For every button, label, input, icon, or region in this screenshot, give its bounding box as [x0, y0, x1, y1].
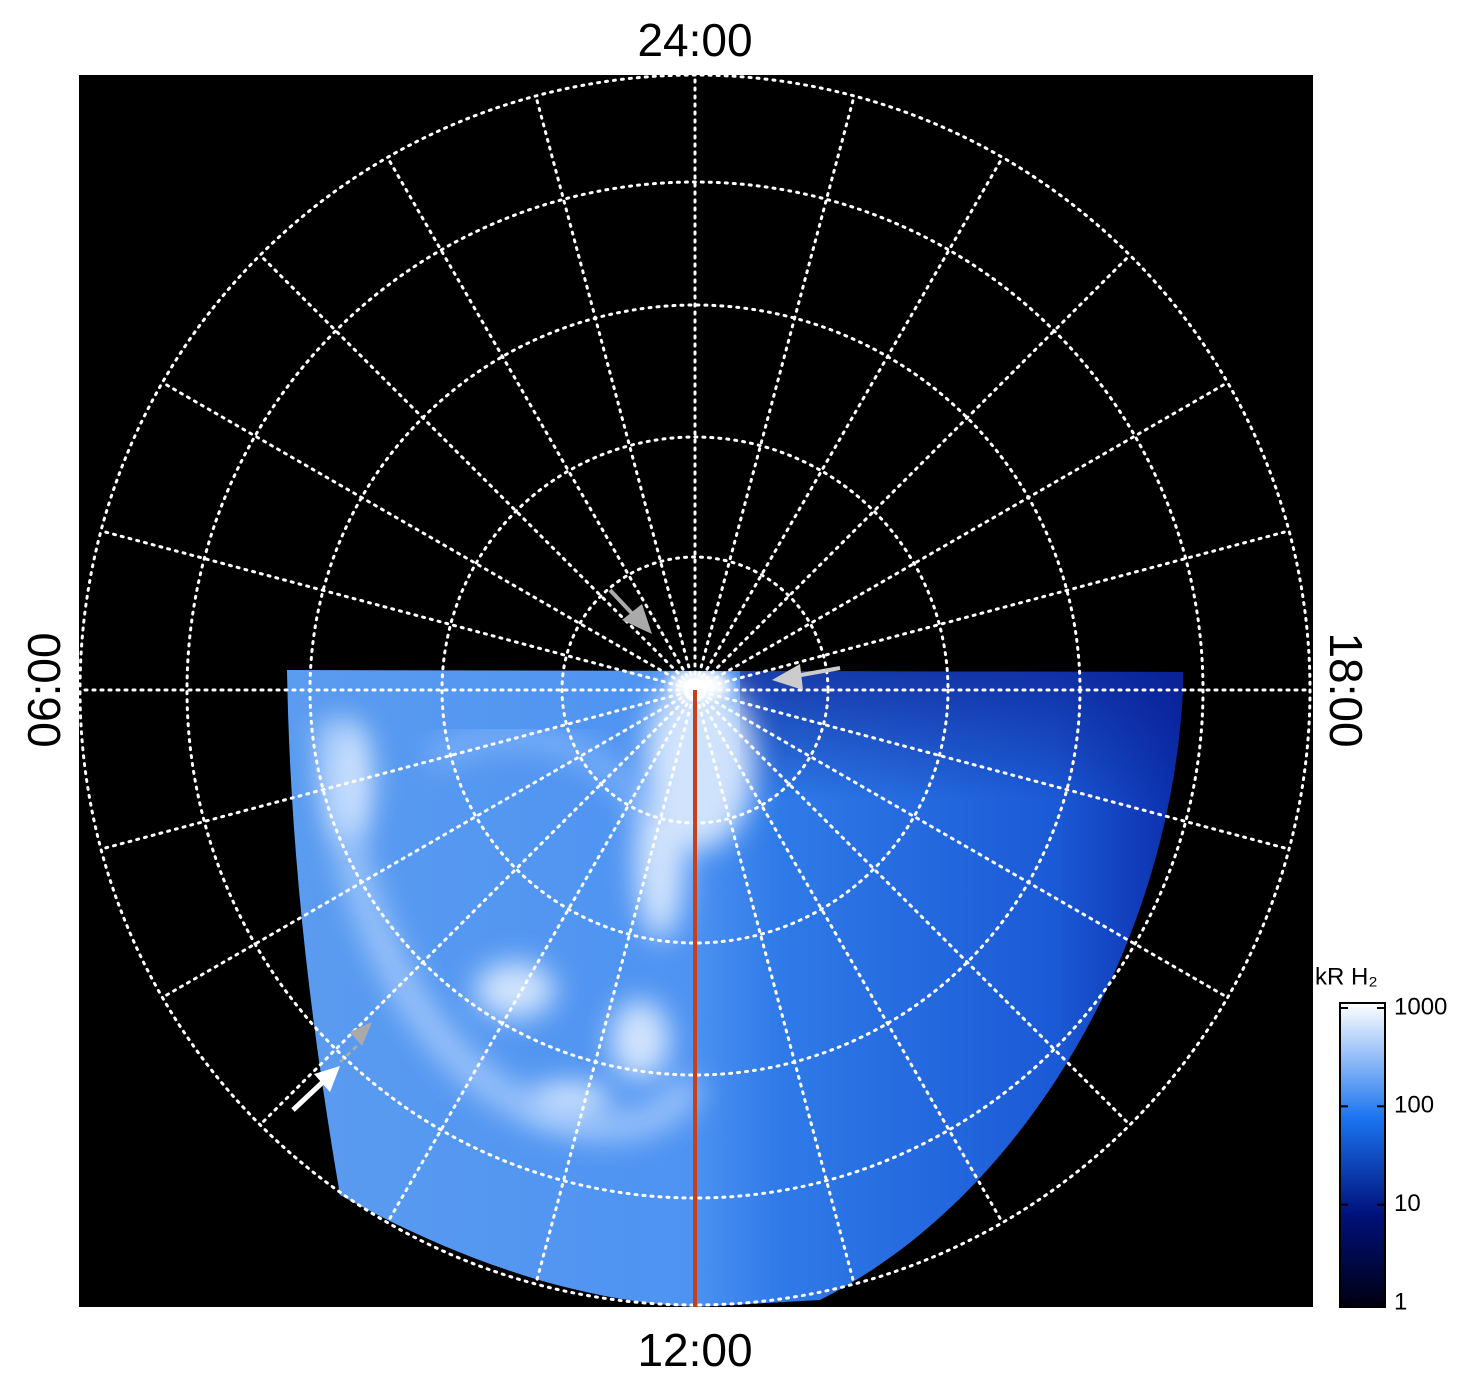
meridian — [258, 253, 697, 692]
meridian — [693, 688, 856, 1286]
colorbar-tick-label: 1000 — [1394, 993, 1447, 1020]
right-label: 18:00 — [1320, 632, 1372, 747]
meridian — [258, 688, 697, 1127]
bottom-label: 12:00 — [637, 1324, 752, 1376]
arrow-head — [350, 1022, 372, 1046]
meridian — [534, 688, 697, 1286]
meridian — [693, 94, 856, 692]
meridian — [693, 688, 1230, 999]
meridian — [386, 155, 697, 692]
colorbar-tick-label: 1 — [1394, 1288, 1407, 1315]
meridian — [160, 381, 697, 692]
meridian — [99, 688, 697, 851]
colorbar-tick-label: 100 — [1394, 1092, 1434, 1119]
arrow — [338, 1043, 360, 1064]
meridian — [693, 381, 1230, 692]
meridian — [693, 688, 1291, 851]
latitude-circle — [440, 435, 950, 945]
latitude-circle — [78, 73, 1312, 1307]
colorbar — [1339, 1002, 1386, 1308]
top-label: 24:00 — [637, 14, 752, 66]
meridian — [693, 155, 1004, 692]
arrow-head — [622, 604, 652, 634]
meridian — [693, 529, 1291, 692]
colorbar-title: kR H₂ — [1315, 963, 1378, 990]
colorbar-ticks: 1 10 100 1000 — [1340, 993, 1447, 1315]
arrows — [291, 588, 841, 1112]
meridian — [534, 94, 697, 692]
meridian — [693, 688, 1004, 1225]
latitude-circle — [185, 180, 1205, 1200]
meridian — [99, 529, 697, 692]
arrow-head — [772, 664, 803, 690]
polar-grid — [78, 73, 1312, 1307]
meridian — [693, 253, 1132, 692]
left-label: 06:00 — [18, 632, 70, 747]
meridian — [386, 688, 697, 1225]
colorbar-tick-label: 10 — [1394, 1190, 1421, 1217]
arrow — [291, 1078, 327, 1112]
arrow-head — [314, 1066, 340, 1092]
meridian — [693, 688, 1132, 1127]
meridian — [160, 688, 697, 999]
